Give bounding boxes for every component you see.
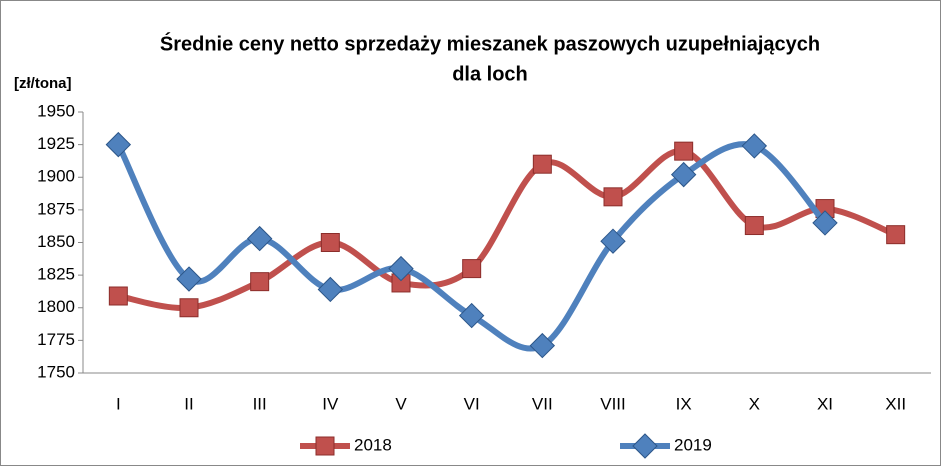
y-tick-label: 1750 <box>37 362 75 381</box>
y-tick-label: 1900 <box>37 167 75 186</box>
chart-title: Średnie ceny netto sprzedaży mieszanek p… <box>160 31 820 55</box>
data-point <box>320 233 340 252</box>
legend-marker <box>315 436 335 456</box>
data-point <box>458 302 485 329</box>
x-tick-label: XI <box>817 394 833 413</box>
y-tick-label: 1875 <box>37 199 75 218</box>
data-point <box>179 298 199 318</box>
data-point <box>529 332 556 359</box>
data-point <box>462 259 482 279</box>
x-tick-label: III <box>253 394 267 413</box>
data-point <box>246 225 273 252</box>
legend-label: 2018 <box>354 435 392 454</box>
chart-title: dla loch <box>452 63 528 85</box>
data-point <box>670 161 697 188</box>
data-point <box>108 286 128 306</box>
data-point <box>812 210 838 236</box>
x-tick-label: I <box>116 394 121 413</box>
data-point <box>317 276 344 303</box>
y-tick-label: 1925 <box>37 134 75 153</box>
data-point <box>744 216 764 236</box>
y-axis-label: [zł/tona] <box>14 75 72 92</box>
x-tick-label: X <box>749 394 760 413</box>
y-tick-label: 1950 <box>37 101 75 120</box>
data-point <box>600 228 626 254</box>
data-point <box>532 154 552 174</box>
y-tick-label: 1800 <box>37 297 75 316</box>
data-point <box>176 266 202 292</box>
legend-marker <box>632 433 658 459</box>
data-point <box>105 131 132 158</box>
x-tick-label: IX <box>676 394 692 413</box>
x-tick-label: VIII <box>600 394 626 413</box>
data-point <box>603 187 623 207</box>
data-point <box>674 141 694 161</box>
y-tick-label: 1850 <box>37 232 75 251</box>
x-tick-label: II <box>184 394 193 413</box>
y-tick-label: 1825 <box>37 265 75 284</box>
x-tick-label: IV <box>322 394 339 413</box>
x-tick-label: VI <box>464 394 480 413</box>
x-tick-label: V <box>395 394 407 413</box>
y-tick-label: 1775 <box>37 330 75 349</box>
data-point <box>388 255 414 282</box>
data-point <box>741 133 768 159</box>
data-point <box>250 272 270 292</box>
x-tick-label: XII <box>885 394 906 413</box>
legend-label: 2019 <box>674 435 712 454</box>
data-point <box>886 225 906 245</box>
x-tick-label: VII <box>532 394 553 413</box>
